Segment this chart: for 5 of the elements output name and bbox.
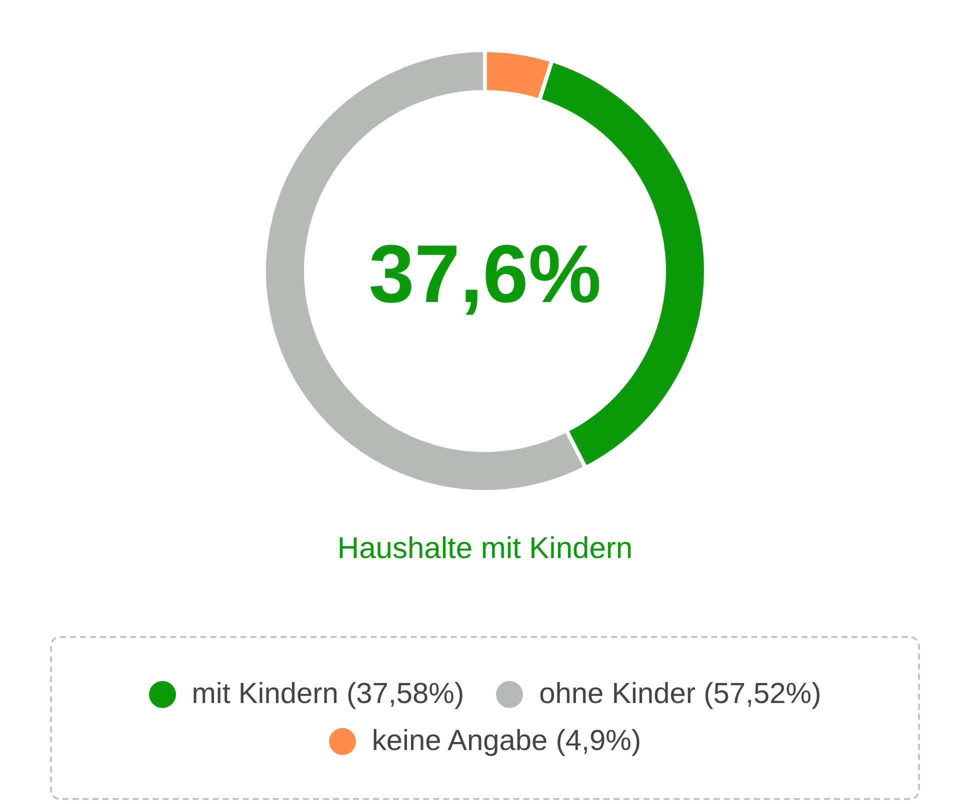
legend-label: ohne Kinder (57,52%) <box>539 678 822 711</box>
legend-label: mit Kindern (37,58%) <box>192 678 464 711</box>
text: 37,6% <box>368 229 602 320</box>
text: Haushalte mit Kindern <box>336 532 634 566</box>
legend-label: keine Angabe (4,9%) <box>372 725 642 758</box>
